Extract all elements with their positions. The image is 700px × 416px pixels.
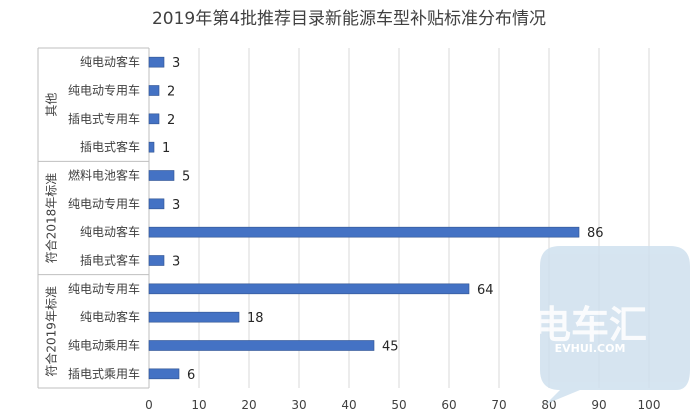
bar [148, 170, 175, 181]
category-label: 纯电动专用车 [68, 281, 140, 296]
category-label: 纯电动专用车 [68, 196, 140, 211]
x-tick-label: 0 [145, 398, 153, 412]
bar [148, 85, 160, 96]
x-tick-label: 50 [391, 398, 406, 412]
bar [148, 283, 470, 295]
bar [148, 113, 160, 125]
bar [148, 56, 165, 68]
x-tick-label: 20 [241, 398, 256, 412]
category-label: 插电式客车 [80, 253, 140, 268]
bar [148, 255, 165, 266]
data-label: 1 [162, 141, 170, 156]
data-label: 45 [382, 340, 399, 355]
x-tick-label: 30 [291, 398, 306, 412]
x-tick-label: 40 [341, 398, 356, 412]
bar [148, 368, 180, 380]
bar [148, 198, 165, 210]
data-label: 86 [587, 226, 604, 241]
data-label: 3 [172, 56, 180, 71]
data-label: 64 [477, 283, 494, 298]
group-label: 其他 [45, 93, 59, 117]
data-label: 2 [167, 85, 175, 100]
category-label: 插电式专用车 [68, 111, 140, 126]
bar [148, 226, 580, 238]
x-tick-label: 100 [638, 398, 661, 412]
bar [148, 311, 240, 323]
x-tick-label: 10 [191, 398, 206, 412]
watermark-brand: 电车汇 [533, 303, 647, 347]
axes [37, 47, 150, 389]
category-label: 燃料电池客车 [68, 168, 140, 183]
category-label: 插电式乘用车 [68, 366, 140, 381]
data-label: 5 [182, 170, 190, 185]
category-label: 纯电动客车 [80, 54, 140, 69]
bar [148, 141, 155, 153]
chart-title: 2019年第4批推荐目录新能源车型补贴标准分布情况 [152, 9, 546, 29]
category-label: 插电式客车 [80, 139, 140, 154]
x-tick-label: 80 [541, 398, 556, 412]
category-label: 纯电动客车 [80, 309, 140, 324]
category-label: 纯电动客车 [80, 224, 140, 239]
watermark-logo: 电车汇 EVHUI.COM [533, 246, 690, 404]
bar [148, 340, 375, 351]
category-label: 纯电动专用车 [68, 83, 140, 98]
group-label: 符合2019年标准 [44, 286, 59, 377]
bars [148, 56, 580, 380]
data-label: 3 [172, 255, 180, 270]
data-label: 6 [187, 368, 195, 383]
x-tick-label: 70 [491, 398, 506, 412]
data-label: 2 [167, 113, 175, 128]
data-label: 18 [247, 311, 264, 326]
x-tick-label: 60 [441, 398, 456, 412]
data-label: 3 [172, 198, 180, 213]
group-label: 符合2018年标准 [44, 173, 59, 264]
category-label: 纯电动乘用车 [68, 338, 140, 353]
watermark-site: EVHUI.COM [555, 342, 626, 355]
x-tick-label: 90 [591, 398, 606, 412]
